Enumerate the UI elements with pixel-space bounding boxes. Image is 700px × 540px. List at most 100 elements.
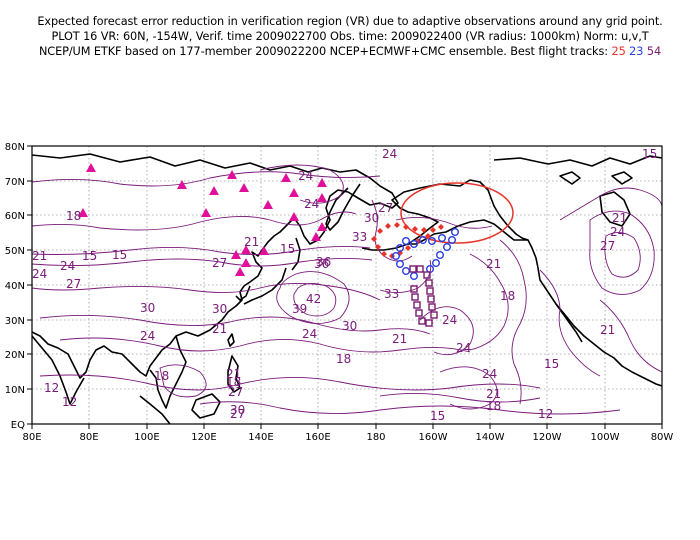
obs-triangle (289, 188, 299, 197)
y-tick-label: EQ (11, 420, 25, 431)
x-tick-label: 180 (366, 432, 385, 443)
obs-triangle (259, 246, 269, 255)
obs-triangle (317, 178, 327, 187)
flight-track-54 (409, 265, 438, 327)
track-54-marker (428, 303, 436, 311)
contour-label: 30 (230, 403, 245, 417)
title-line-2: PLOT 16 VR: 60N, -154W, Verif. time 2009… (51, 30, 649, 43)
track-25-marker (438, 224, 444, 230)
x-axis-labels: 80E 80E 100E 120E 140E 160E 180 160W 140… (22, 432, 673, 443)
y-axis-labels: EQ 10N 20N 30N 40N 50N 60N 70N 80N (5, 142, 25, 431)
contour-label: 15 (642, 147, 657, 161)
contour-label: 27 (600, 239, 615, 253)
contour-lines (32, 164, 662, 415)
obs-triangle (231, 250, 241, 259)
title-line-3-text: NCEP/UM ETKF based on 177-member 2009022… (38, 45, 608, 58)
contour-label: 21 (600, 323, 615, 337)
y-tick-label: 10N (5, 385, 25, 396)
y-tick-label: 50N (5, 246, 25, 257)
contour-label: 15 (544, 357, 559, 371)
track-23-marker (402, 267, 411, 276)
track-54-marker (415, 309, 423, 317)
track-54-marker (411, 293, 419, 301)
track-54-marker (413, 301, 421, 309)
sumatra (139, 395, 171, 424)
contour-label: 18 (154, 369, 169, 383)
contour-label: 21 (32, 249, 47, 263)
x-tick-label: 120E (191, 432, 216, 443)
y-tick-label: 40N (5, 281, 25, 292)
y-tick-label: 20N (5, 350, 25, 361)
obs-triangle (311, 232, 321, 241)
y-tick-label: 70N (5, 177, 25, 188)
obs-triangle (78, 208, 88, 217)
map-frame (31, 145, 663, 425)
y-tick-label: 60N (5, 211, 25, 222)
contour-label: 36 (316, 255, 331, 269)
aleutians (361, 243, 409, 251)
track-54-marker (423, 271, 431, 279)
contour-label: 30 (212, 302, 227, 316)
track-54-label: 54 (646, 45, 662, 58)
track-54-marker (425, 279, 433, 287)
contour-label: 15 (112, 248, 127, 262)
contour-label: 30 (342, 319, 357, 333)
contour-label: 24 (442, 313, 457, 327)
contour-label: 21 (244, 235, 259, 249)
track-23-marker (432, 259, 441, 268)
japan-honshu (243, 267, 287, 305)
track-25-marker (412, 226, 418, 232)
track-54-marker (430, 311, 438, 319)
x-tick-label: 140E (248, 432, 273, 443)
track-23-marker (451, 227, 460, 236)
track-23-marker (438, 233, 447, 242)
contour-label: 24 (32, 267, 47, 281)
canada-arctic (493, 155, 662, 167)
x-tick-label: 160E (305, 432, 330, 443)
track-54-marker (427, 295, 435, 303)
contour-label: 18 (66, 209, 81, 223)
tick-marks (27, 145, 663, 429)
x-tick-label: 80E (79, 432, 98, 443)
track-25-marker (375, 244, 381, 250)
title-line-1: Expected forecast error reduction in ver… (37, 15, 663, 28)
track-25-marker (430, 227, 436, 233)
contour-label: 24 (298, 169, 313, 183)
contour-label: 42 (306, 292, 321, 306)
contour-label: 18 (336, 352, 351, 366)
contour-label: 24 (302, 327, 317, 341)
track-23-marker (396, 243, 405, 252)
track-54-marker (418, 317, 426, 325)
philippines (227, 355, 241, 393)
track-25-marker (394, 222, 400, 228)
x-tick-label: 80W (651, 432, 674, 443)
arctic-islands (559, 171, 633, 185)
track-23-marker (396, 260, 405, 269)
contour-label: 21 (486, 387, 501, 401)
x-tick-label: 80E (22, 432, 41, 443)
contour-label: 24 (456, 341, 471, 355)
track-23-marker (392, 251, 401, 260)
track-23-marker (428, 236, 437, 245)
x-tick-label: 140W (476, 432, 505, 443)
obs-triangle (177, 180, 187, 189)
track-25-marker (385, 223, 391, 229)
contour-label: 27 (378, 201, 393, 215)
contour-label: 21 (226, 367, 241, 381)
baja-california (555, 303, 583, 343)
contour-label: 39 (292, 302, 307, 316)
obs-triangle (209, 186, 219, 195)
track-25-marker (381, 251, 387, 257)
contour-label: 12 (538, 407, 553, 421)
obs-triangle (289, 212, 299, 221)
contour-label: 18 (226, 375, 241, 389)
obs-triangle (241, 245, 251, 254)
obs-triangle (239, 183, 249, 192)
track-23-marker (402, 236, 411, 245)
verification-region-circle (400, 182, 514, 244)
title-line-3: NCEP/UM ETKF based on 177-member 2009022… (0, 44, 700, 59)
contour-label: 24 (304, 197, 319, 211)
track-23-marker (448, 235, 457, 244)
contour-label: 30 (364, 211, 379, 225)
